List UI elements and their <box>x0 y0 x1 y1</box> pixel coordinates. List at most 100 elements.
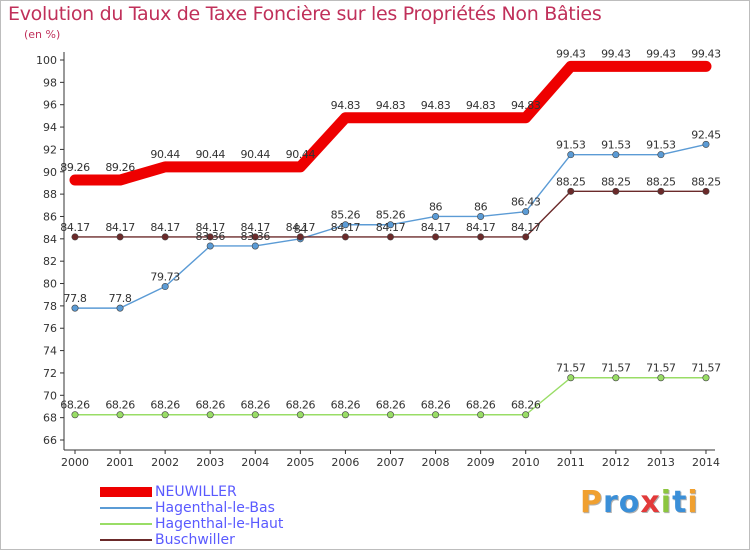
legend-label: NEUWILLER <box>155 484 237 500</box>
data-label: 84.17 <box>195 221 225 234</box>
y-tick-label: 80 <box>43 278 57 291</box>
data-point <box>71 304 79 312</box>
y-tick-label: 70 <box>43 389 57 402</box>
legend-label: Hagenthal-le-Haut <box>155 516 284 532</box>
x-tick-label: 2012 <box>602 456 630 469</box>
logo-letter: P <box>580 485 603 520</box>
data-point <box>657 151 665 159</box>
logo-letter: t <box>672 485 688 520</box>
data-label: 88.25 <box>601 175 631 188</box>
data-point <box>612 187 620 195</box>
data-label: 86 <box>474 200 488 213</box>
data-point <box>522 233 530 241</box>
data-point <box>251 411 259 419</box>
x-tick-label: 2006 <box>331 456 359 469</box>
data-label: 77.8 <box>64 292 87 305</box>
data-point <box>296 233 304 241</box>
y-tick-label: 84 <box>43 233 57 246</box>
x-tick-label: 2007 <box>376 456 404 469</box>
data-label: 89.26 <box>105 161 135 174</box>
data-label: 86.43 <box>511 196 541 209</box>
data-label: 94.83 <box>466 99 496 112</box>
data-label: 84 <box>294 223 308 236</box>
data-point <box>567 151 575 159</box>
data-label: 84.17 <box>421 221 451 234</box>
data-label: 91.53 <box>556 139 586 152</box>
data-point <box>702 374 710 382</box>
x-tick-label: 2005 <box>286 456 314 469</box>
proxiti-logo: Proxiti <box>580 485 699 520</box>
data-label: 68.26 <box>331 399 361 412</box>
data-label: 92.45 <box>691 128 721 141</box>
data-label: 68.26 <box>241 399 271 412</box>
data-point <box>341 221 349 229</box>
data-label: 77.8 <box>109 292 132 305</box>
data-label: 79.73 <box>150 271 180 284</box>
data-label: 89.26 <box>60 161 90 174</box>
x-tick-label: 2008 <box>422 456 450 469</box>
data-point <box>567 374 575 382</box>
data-label: 71.57 <box>601 362 631 375</box>
data-label: 83.36 <box>241 230 271 243</box>
y-tick-label: 96 <box>43 99 57 112</box>
data-point <box>71 233 79 241</box>
data-label: 90.44 <box>195 148 225 161</box>
legend-swatch <box>100 507 152 509</box>
data-point <box>657 187 665 195</box>
data-label: 84.17 <box>376 221 406 234</box>
data-point <box>477 212 485 220</box>
data-point <box>341 233 349 241</box>
data-point <box>116 304 124 312</box>
data-point <box>161 233 169 241</box>
data-point <box>206 411 214 419</box>
data-label: 99.43 <box>691 47 721 60</box>
data-label: 71.57 <box>691 362 721 375</box>
y-tick-label: 66 <box>43 434 57 447</box>
logo-letter: i <box>660 485 673 520</box>
y-tick-label: 92 <box>43 143 57 156</box>
data-point <box>432 233 440 241</box>
y-tick-label: 74 <box>43 345 57 358</box>
data-point <box>116 233 124 241</box>
data-label: 68.26 <box>150 399 180 412</box>
data-point <box>567 187 575 195</box>
y-tick-label: 88 <box>43 188 57 201</box>
data-label: 84.17 <box>466 221 496 234</box>
data-label: 94.83 <box>421 99 451 112</box>
data-label: 94.83 <box>331 99 361 112</box>
y-tick-label: 100 <box>36 54 57 67</box>
data-label: 84.17 <box>241 221 271 234</box>
data-label: 90.44 <box>241 148 271 161</box>
data-label: 84.17 <box>105 221 135 234</box>
data-label: 84.17 <box>60 221 90 234</box>
y-tick-label: 90 <box>43 166 57 179</box>
data-label: 99.43 <box>646 47 676 60</box>
data-point <box>386 411 394 419</box>
data-point <box>657 374 665 382</box>
data-point <box>477 411 485 419</box>
logo-letter: i <box>687 485 699 520</box>
data-label: 94.83 <box>511 99 541 112</box>
y-tick-label: 68 <box>43 412 57 425</box>
data-label: 88.25 <box>556 175 586 188</box>
data-label: 68.26 <box>195 399 225 412</box>
data-label: 90.44 <box>150 148 180 161</box>
data-point <box>522 208 530 216</box>
data-label: 68.26 <box>466 399 496 412</box>
data-point <box>477 233 485 241</box>
chart-title: Evolution du Taux de Taxe Foncière sur l… <box>8 3 602 25</box>
data-label: 71.57 <box>646 362 676 375</box>
x-tick-label: 2002 <box>151 456 179 469</box>
y-tick-label: 86 <box>43 210 57 223</box>
data-label: 84.17 <box>331 221 361 234</box>
x-tick-label: 2009 <box>467 456 495 469</box>
data-label: 68.26 <box>421 399 451 412</box>
data-point <box>251 233 259 241</box>
legend-swatch <box>100 487 152 497</box>
data-label: 88.25 <box>646 175 676 188</box>
legend-label: Hagenthal-le-Bas <box>155 500 275 516</box>
data-label: 84.17 <box>150 221 180 234</box>
y-axis-unit-label: (en %) <box>24 28 61 41</box>
